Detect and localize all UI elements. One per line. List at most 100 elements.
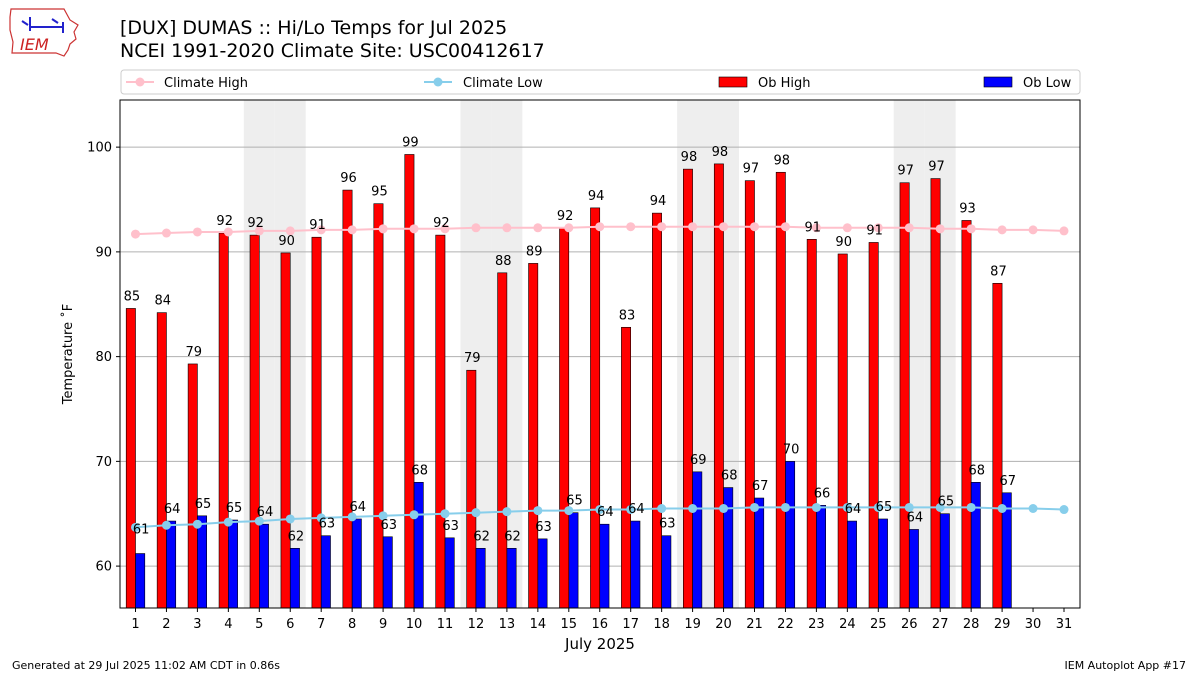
x-tick-label-15: 15 [561, 617, 578, 632]
climate-low-marker-day-15 [564, 506, 574, 516]
ob-high-bar-day-10 [404, 154, 415, 609]
y-tick-label-80: 80 [95, 350, 112, 365]
ob-high-bar-day-6 [280, 252, 291, 609]
weather-station-icon [21, 17, 64, 33]
app-credit: IEM Autoplot App #17 [1064, 659, 1187, 672]
ob-high-label-day-28: 93 [959, 201, 976, 216]
ob-high-label-day-5: 92 [247, 216, 264, 231]
ob-high-label-day-13: 88 [495, 254, 512, 269]
ob-low-bar-day-14 [537, 538, 548, 609]
climate-low-marker-day-29 [997, 503, 1007, 513]
logo-text: IEM [20, 35, 49, 54]
climate-high-marker-day-2 [161, 228, 171, 238]
climate-low-marker-day-10 [409, 510, 419, 520]
y-tick-label-60: 60 [95, 560, 112, 575]
ob-low-bar-day-9 [382, 536, 393, 609]
climate-low-marker-day-16 [595, 505, 605, 515]
x-tick-label-3: 3 [193, 617, 201, 632]
x-tick-label-10: 10 [406, 617, 423, 632]
ob-low-bar-day-24 [847, 520, 857, 609]
x-tick-label-22: 22 [777, 617, 794, 632]
x-tick-label-31: 31 [1056, 617, 1073, 632]
x-tick-label-20: 20 [715, 617, 732, 632]
climate-high-marker-day-10 [409, 224, 419, 234]
climate-low-marker-day-20 [719, 503, 729, 513]
climate-low-marker-day-28 [966, 502, 976, 512]
ob-low-bar-day-1 [135, 553, 146, 609]
ob-low-label-day-8: 64 [350, 500, 367, 515]
climate-high-marker-day-24 [842, 223, 852, 233]
ob-high-label-day-20: 98 [712, 145, 729, 160]
climate-low-marker-day-22 [780, 502, 790, 512]
ob-low-label-day-11: 63 [442, 519, 459, 534]
ob-low-label-day-13: 62 [504, 529, 521, 544]
ob-low-label-day-29: 67 [999, 474, 1016, 489]
ob-high-label-day-10: 99 [402, 135, 419, 150]
x-tick-label-17: 17 [622, 617, 639, 632]
legend-climate-low-label: Climate Low [463, 76, 543, 91]
ob-low-label-day-25: 65 [876, 500, 893, 515]
ob-low-label-day-18: 63 [659, 517, 676, 532]
ob-high-label-day-8: 96 [340, 171, 357, 186]
climate-high-marker-day-13 [502, 223, 512, 233]
climate-high-marker-day-21 [750, 222, 759, 232]
ob-high-bar-day-26 [899, 182, 910, 609]
climate-low-marker-day-18 [657, 503, 667, 513]
climate-low-marker-day-14 [533, 506, 543, 516]
climate-high-marker-day-12 [471, 223, 481, 233]
climate-high-marker-day-23 [811, 223, 821, 233]
climate-low-marker-day-19 [688, 503, 698, 513]
ob-high-bar-day-21 [744, 180, 755, 609]
ob-high-label-day-17: 83 [619, 308, 636, 323]
ob-high-bar-day-12 [466, 369, 477, 609]
ob-low-bar-day-2 [166, 520, 177, 609]
ob-high-label-day-9: 95 [371, 185, 388, 200]
ob-high-label-day-25: 91 [866, 223, 883, 238]
ob-high-label-day-29: 87 [990, 264, 1007, 279]
climate-low-marker-day-8 [347, 512, 357, 522]
legend-frame [120, 69, 1081, 95]
ob-high-label-day-24: 90 [835, 235, 852, 250]
ob-low-bar-day-28 [970, 482, 981, 609]
x-tick-label-2: 2 [162, 617, 170, 632]
ob-high-label-day-19: 98 [681, 150, 698, 165]
legend-ob-high-label: Ob High [758, 76, 811, 91]
ob-high-label-day-21: 97 [743, 162, 760, 177]
ob-low-bar-day-7 [320, 535, 331, 609]
ob-high-bar-day-25 [868, 242, 879, 609]
legend-item-ob-low: Ob Low [983, 76, 1072, 91]
ob-low-label-day-1: 61 [133, 523, 150, 538]
legend-item-climate-high: Climate High [126, 76, 248, 91]
y-axis-label: Temperature ˚F [60, 304, 76, 405]
climate-low-marker-day-6 [285, 514, 295, 524]
ob-high-bar-day-13 [497, 272, 508, 609]
ob-high-label-day-15: 92 [557, 209, 574, 224]
iem-logo: IEM [9, 8, 79, 57]
climate-high-marker-day-1 [131, 229, 140, 239]
x-tick-label-19: 19 [684, 617, 701, 632]
ob-low-bar-day-16 [599, 523, 610, 609]
climate-high-marker-day-14 [533, 223, 543, 233]
climate-low-marker-day-1 [131, 522, 140, 532]
ob-high-bar-day-29 [992, 282, 1003, 609]
x-tick-label-4: 4 [224, 617, 232, 632]
ob-low-label-day-20: 68 [721, 469, 738, 484]
ob-low-label-day-28: 68 [969, 463, 986, 478]
ob-low-bar-day-3 [197, 515, 207, 609]
ob-low-bar-day-11 [444, 537, 455, 609]
climate-low-marker-day-11 [440, 509, 450, 519]
x-tick-label-14: 14 [530, 617, 547, 632]
x-tick-label-6: 6 [286, 617, 294, 632]
ob-low-label-day-15: 65 [566, 494, 583, 509]
ob-low-bar-day-10 [413, 482, 424, 609]
x-tick-label-11: 11 [437, 617, 454, 632]
x-tick-label-27: 27 [932, 617, 949, 632]
ob-high-bar-day-24 [837, 253, 848, 609]
ob-low-label-day-10: 68 [411, 463, 428, 478]
ob-low-label-day-5: 64 [257, 505, 274, 520]
ob-low-bar-day-25 [877, 518, 888, 609]
ob-high-bar-day-2 [156, 312, 167, 609]
climate-high-marker-day-4 [223, 227, 233, 237]
ob-low-bar-day-22 [785, 461, 796, 609]
